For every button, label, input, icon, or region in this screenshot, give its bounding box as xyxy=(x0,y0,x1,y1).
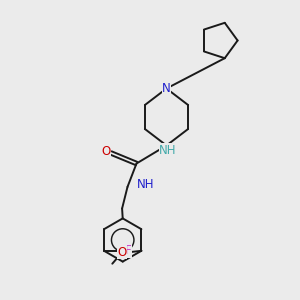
Text: NH: NH xyxy=(137,178,155,191)
Text: N: N xyxy=(162,82,171,95)
Text: NH: NH xyxy=(159,143,177,157)
Text: O: O xyxy=(101,145,110,158)
Text: F: F xyxy=(125,244,131,257)
Text: O: O xyxy=(118,246,127,259)
